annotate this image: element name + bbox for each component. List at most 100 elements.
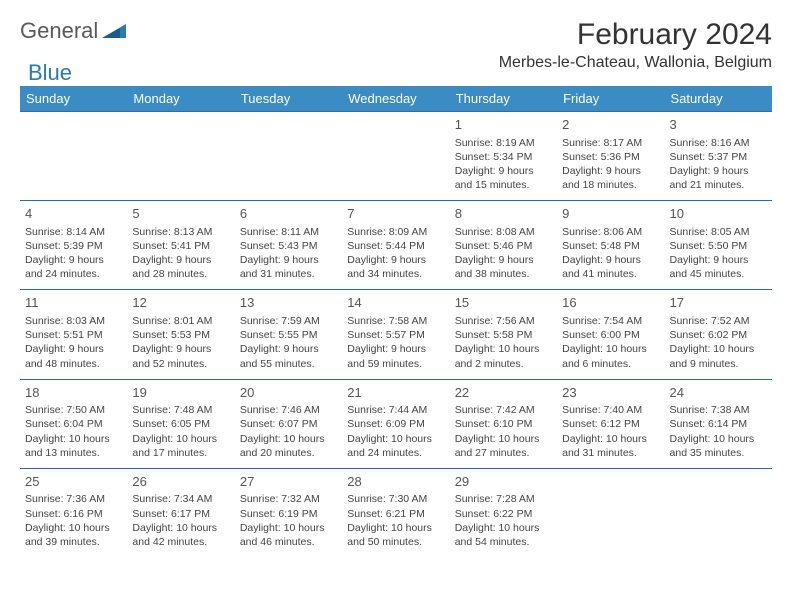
daylight-text: Daylight: 10 hours and 42 minutes.	[132, 521, 229, 549]
calendar-cell	[20, 112, 127, 201]
sunset-text: Sunset: 6:00 PM	[562, 328, 659, 342]
calendar-cell: 13Sunrise: 7:59 AMSunset: 5:55 PMDayligh…	[235, 290, 342, 379]
calendar-cell	[235, 112, 342, 201]
day-number: 26	[132, 473, 229, 491]
sunset-text: Sunset: 6:04 PM	[25, 417, 122, 431]
location-text: Merbes-le-Chateau, Wallonia, Belgium	[499, 54, 772, 72]
daylight-text: Daylight: 10 hours and 31 minutes.	[562, 432, 659, 460]
day-number: 24	[670, 384, 767, 402]
calendar-cell: 25Sunrise: 7:36 AMSunset: 6:16 PMDayligh…	[20, 468, 127, 557]
daylight-text: Daylight: 9 hours and 34 minutes.	[347, 253, 444, 281]
daylight-text: Daylight: 9 hours and 45 minutes.	[670, 253, 767, 281]
sunset-text: Sunset: 6:16 PM	[25, 507, 122, 521]
calendar-cell: 4Sunrise: 8:14 AMSunset: 5:39 PMDaylight…	[20, 201, 127, 290]
calendar-header-row: SundayMondayTuesdayWednesdayThursdayFrid…	[20, 86, 772, 112]
sunset-text: Sunset: 5:37 PM	[670, 150, 767, 164]
calendar-cell: 24Sunrise: 7:38 AMSunset: 6:14 PMDayligh…	[665, 379, 772, 468]
sunrise-text: Sunrise: 7:54 AM	[562, 314, 659, 328]
sunset-text: Sunset: 6:10 PM	[455, 417, 552, 431]
calendar-cell: 12Sunrise: 8:01 AMSunset: 5:53 PMDayligh…	[127, 290, 234, 379]
calendar-week-row: 18Sunrise: 7:50 AMSunset: 6:04 PMDayligh…	[20, 379, 772, 468]
day-number: 28	[347, 473, 444, 491]
sunrise-text: Sunrise: 7:34 AM	[132, 492, 229, 506]
calendar-cell: 29Sunrise: 7:28 AMSunset: 6:22 PMDayligh…	[450, 468, 557, 557]
daylight-text: Daylight: 9 hours and 28 minutes.	[132, 253, 229, 281]
day-number: 17	[670, 294, 767, 312]
sunrise-text: Sunrise: 8:14 AM	[25, 225, 122, 239]
calendar-body: 1Sunrise: 8:19 AMSunset: 5:34 PMDaylight…	[20, 112, 772, 558]
title-block: February 2024 Merbes-le-Chateau, Walloni…	[499, 18, 772, 72]
daylight-text: Daylight: 9 hours and 15 minutes.	[455, 164, 552, 192]
sunset-text: Sunset: 6:05 PM	[132, 417, 229, 431]
day-header: Saturday	[665, 86, 772, 112]
day-number: 19	[132, 384, 229, 402]
daylight-text: Daylight: 9 hours and 48 minutes.	[25, 342, 122, 370]
sunrise-text: Sunrise: 8:11 AM	[240, 225, 337, 239]
sunrise-text: Sunrise: 7:58 AM	[347, 314, 444, 328]
calendar-cell: 6Sunrise: 8:11 AMSunset: 5:43 PMDaylight…	[235, 201, 342, 290]
calendar-cell	[127, 112, 234, 201]
daylight-text: Daylight: 10 hours and 6 minutes.	[562, 342, 659, 370]
sunset-text: Sunset: 5:41 PM	[132, 239, 229, 253]
calendar-cell: 9Sunrise: 8:06 AMSunset: 5:48 PMDaylight…	[557, 201, 664, 290]
sunset-text: Sunset: 5:34 PM	[455, 150, 552, 164]
sunrise-text: Sunrise: 7:32 AM	[240, 492, 337, 506]
day-number: 8	[455, 205, 552, 223]
day-number: 10	[670, 205, 767, 223]
calendar-cell: 2Sunrise: 8:17 AMSunset: 5:36 PMDaylight…	[557, 112, 664, 201]
calendar-cell	[557, 468, 664, 557]
calendar-cell: 3Sunrise: 8:16 AMSunset: 5:37 PMDaylight…	[665, 112, 772, 201]
sunrise-text: Sunrise: 7:36 AM	[25, 492, 122, 506]
sunrise-text: Sunrise: 7:56 AM	[455, 314, 552, 328]
day-header: Tuesday	[235, 86, 342, 112]
day-number: 15	[455, 294, 552, 312]
logo: General	[20, 18, 128, 44]
calendar-week-row: 25Sunrise: 7:36 AMSunset: 6:16 PMDayligh…	[20, 468, 772, 557]
daylight-text: Daylight: 10 hours and 50 minutes.	[347, 521, 444, 549]
logo-triangle-icon	[102, 20, 126, 43]
daylight-text: Daylight: 10 hours and 17 minutes.	[132, 432, 229, 460]
day-number: 16	[562, 294, 659, 312]
day-header: Monday	[127, 86, 234, 112]
sunset-text: Sunset: 6:22 PM	[455, 507, 552, 521]
sunrise-text: Sunrise: 7:38 AM	[670, 403, 767, 417]
daylight-text: Daylight: 10 hours and 35 minutes.	[670, 432, 767, 460]
sunrise-text: Sunrise: 8:03 AM	[25, 314, 122, 328]
daylight-text: Daylight: 10 hours and 9 minutes.	[670, 342, 767, 370]
day-number: 12	[132, 294, 229, 312]
sunrise-text: Sunrise: 8:19 AM	[455, 136, 552, 150]
logo-text-general: General	[20, 18, 98, 44]
day-number: 6	[240, 205, 337, 223]
day-number: 7	[347, 205, 444, 223]
calendar-cell: 20Sunrise: 7:46 AMSunset: 6:07 PMDayligh…	[235, 379, 342, 468]
daylight-text: Daylight: 10 hours and 46 minutes.	[240, 521, 337, 549]
calendar-cell: 15 Sunrise: 7:56 AMSunset: 5:58 PMDayligh…	[450, 290, 557, 379]
sunrise-text: Sunrise: 7:59 AM	[240, 314, 337, 328]
sunset-text: Sunset: 5:53 PM	[132, 328, 229, 342]
sunset-text: Sunset: 5:55 PM	[240, 328, 337, 342]
daylight-text: Daylight: 10 hours and 27 minutes.	[455, 432, 552, 460]
day-header: Wednesday	[342, 86, 449, 112]
calendar-cell: 5Sunrise: 8:13 AMSunset: 5:41 PMDaylight…	[127, 201, 234, 290]
daylight-text: Daylight: 9 hours and 18 minutes.	[562, 164, 659, 192]
day-number: 13	[240, 294, 337, 312]
day-number: 20	[240, 384, 337, 402]
daylight-text: Daylight: 10 hours and 2 minutes.	[455, 342, 552, 370]
sunrise-text: Sunrise: 7:50 AM	[25, 403, 122, 417]
sunset-text: Sunset: 5:50 PM	[670, 239, 767, 253]
calendar-cell: 17Sunrise: 7:52 AMSunset: 6:02 PMDayligh…	[665, 290, 772, 379]
sunset-text: Sunset: 6:09 PM	[347, 417, 444, 431]
daylight-text: Daylight: 9 hours and 59 minutes.	[347, 342, 444, 370]
calendar-cell	[665, 468, 772, 557]
sunrise-text: Sunrise: 7:44 AM	[347, 403, 444, 417]
calendar-week-row: 11Sunrise: 8:03 AMSunset: 5:51 PMDayligh…	[20, 290, 772, 379]
month-title: February 2024	[499, 18, 772, 52]
sunset-text: Sunset: 5:51 PM	[25, 328, 122, 342]
calendar-week-row: 1Sunrise: 8:19 AMSunset: 5:34 PMDaylight…	[20, 112, 772, 201]
sunrise-text: Sunrise: 8:08 AM	[455, 225, 552, 239]
sunset-text: Sunset: 5:58 PM	[455, 328, 552, 342]
calendar-cell	[342, 112, 449, 201]
day-number: 27	[240, 473, 337, 491]
sunrise-text: Sunrise: 7:46 AM	[240, 403, 337, 417]
daylight-text: Daylight: 10 hours and 20 minutes.	[240, 432, 337, 460]
